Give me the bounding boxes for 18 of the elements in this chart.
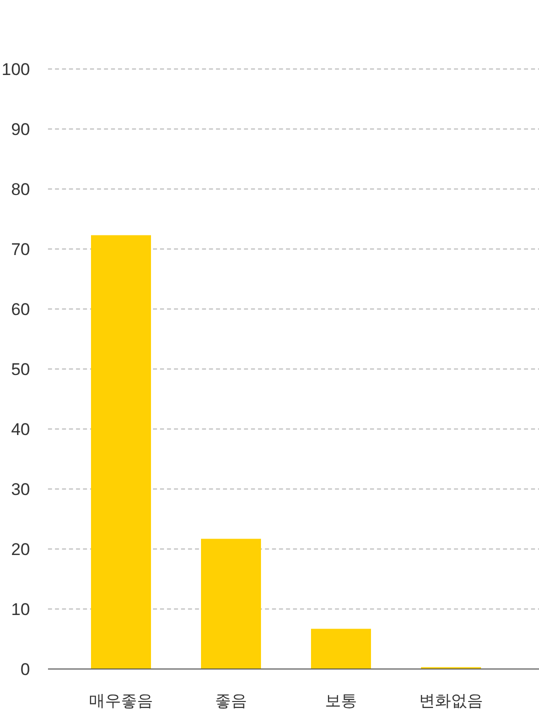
y-tick-label: 40 (11, 420, 30, 439)
y-tick-label: 10 (11, 600, 30, 619)
y-tick-label: 60 (11, 300, 30, 319)
y-tick-label: 20 (11, 540, 30, 559)
x-tick-label: 변화없음 (419, 693, 483, 710)
y-tick-label: 90 (11, 120, 30, 139)
x-tick-label: 보통 (325, 693, 357, 710)
bar (311, 628, 371, 669)
x-tick-label: 매우좋음 (89, 693, 153, 710)
x-tick-label: 좋음 (215, 693, 247, 710)
bar (91, 235, 151, 669)
bar (201, 538, 261, 669)
y-tick-label: 70 (11, 240, 30, 259)
y-tick-label: 50 (11, 360, 30, 379)
y-tick-label: 0 (20, 660, 30, 679)
y-tick-label: 30 (11, 480, 30, 499)
y-tick-label: 100 (2, 60, 30, 79)
y-tick-label: 80 (11, 180, 30, 199)
